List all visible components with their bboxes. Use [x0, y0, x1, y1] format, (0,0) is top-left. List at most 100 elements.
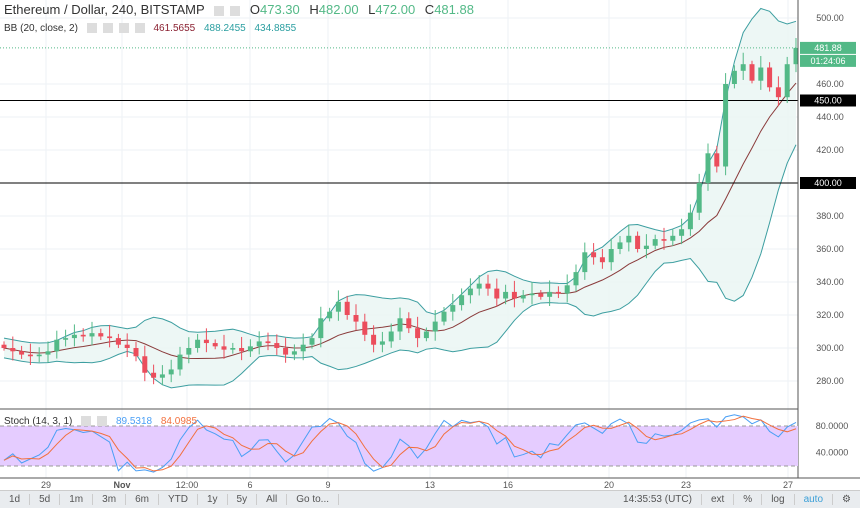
candle-body [300, 344, 306, 352]
candle-body [221, 346, 227, 350]
auto-toggle[interactable]: auto [795, 494, 834, 505]
range-1m[interactable]: 1m [60, 494, 94, 505]
candle-body [749, 64, 755, 81]
log-toggle[interactable]: log [762, 494, 795, 505]
gear-icon[interactable] [102, 23, 113, 34]
candle-body [564, 285, 570, 294]
goto-button[interactable]: Go to... [287, 494, 340, 505]
price-tick-label: 380.00 [816, 211, 844, 221]
stoch-label[interactable]: Stoch (14, 3, 1) [4, 416, 73, 427]
candle-body [679, 229, 685, 236]
candle-body [775, 87, 781, 98]
stoch-legend: Stoch (14, 3, 1) 89.5318 84.0985 [4, 416, 203, 427]
candle-body [529, 293, 535, 296]
candle-body [388, 331, 394, 342]
range-3m[interactable]: 3m [93, 494, 127, 505]
candle-body [239, 348, 245, 352]
price-tick-label: 360.00 [816, 244, 844, 254]
candle-body [80, 334, 86, 337]
close-icon[interactable] [134, 23, 145, 34]
candle-body [195, 339, 201, 348]
bb-label[interactable]: BB (20, close, 2) [4, 23, 78, 34]
candle-body [538, 293, 544, 297]
candle-body [107, 336, 113, 339]
candle-body [151, 372, 157, 378]
price-chart[interactable]: 500.00 460.00 440.00 420.00 380.00 360.00 340.… [0, 0, 860, 490]
candle-body [177, 354, 183, 370]
candle-body [124, 344, 130, 348]
candle-body [274, 343, 280, 348]
time-tick-label: 29 [41, 480, 51, 490]
range-all[interactable]: All [257, 494, 288, 505]
gear-icon[interactable] [97, 416, 108, 427]
candle-body [142, 356, 148, 373]
candle-body [432, 321, 438, 332]
stoch-tick-label: 40.0000 [816, 448, 849, 458]
price-tick-label: 300.00 [816, 343, 844, 353]
range-1y[interactable]: 1y [198, 494, 228, 505]
candle-body [705, 153, 711, 183]
close-label: C [424, 2, 435, 17]
time-tick-label: 9 [325, 480, 330, 490]
candle-body [362, 321, 368, 335]
time-tick-label: Nov [113, 480, 130, 490]
candle-body [599, 257, 605, 263]
candle-body [327, 311, 333, 319]
candle-body [186, 348, 192, 355]
gear-icon[interactable] [230, 5, 241, 16]
time-tick-label: 20 [604, 480, 614, 490]
low-label: L [368, 2, 376, 17]
candle-body [784, 64, 790, 98]
candle-body [547, 291, 553, 297]
price-tick-label: 420.00 [816, 145, 844, 155]
candle-body [652, 239, 658, 246]
bb-lower-value: 434.8855 [254, 23, 297, 34]
range-5d[interactable]: 5d [30, 494, 61, 505]
candle-body [159, 374, 165, 378]
range-6m[interactable]: 6m [126, 494, 159, 505]
last-price-label: 481.88 [814, 43, 842, 53]
candle-body [19, 351, 25, 355]
candle-body [767, 67, 773, 88]
candle-body [133, 348, 139, 357]
candle-body [45, 351, 51, 355]
percent-toggle[interactable]: % [734, 494, 763, 505]
open-value: 473.30 [260, 2, 300, 17]
candle-body [608, 249, 614, 263]
bb-legend: BB (20, close, 2) 461.5655 488.2455 434.… [4, 23, 302, 34]
candle-body [379, 341, 385, 345]
settings-gear-icon[interactable]: ⚙ [842, 494, 851, 505]
candle-body [520, 295, 526, 299]
candle-body [670, 235, 676, 241]
candle-body [485, 283, 491, 289]
candle-body [291, 351, 297, 355]
time-tick-label: 6 [247, 480, 252, 490]
plus-icon[interactable] [118, 23, 129, 34]
candle-body [256, 341, 262, 347]
price-tick-label: 440.00 [816, 112, 844, 122]
eye-icon[interactable] [81, 416, 92, 427]
high-label: H [309, 2, 319, 17]
last-price-box [800, 41, 856, 54]
candle-body [582, 252, 588, 273]
candle-body [36, 354, 42, 357]
candle-body [247, 346, 253, 352]
clock-readout: 14:35:53 (UTC) [614, 494, 702, 505]
ext-toggle[interactable]: ext [702, 494, 735, 505]
hline-label: 400.00 [814, 178, 842, 188]
eye-icon[interactable] [86, 23, 97, 34]
candle-body [168, 369, 174, 375]
candle-body [423, 331, 429, 339]
hline-label-box [800, 177, 856, 189]
range-1d[interactable]: 1d [0, 494, 31, 505]
candle-body [661, 239, 667, 241]
candle-body [335, 301, 341, 312]
range-ytd[interactable]: YTD [159, 494, 198, 505]
time-tick-label: 16 [503, 480, 513, 490]
symbol-title[interactable]: Ethereum / Dollar, 240, BITSTAMP [4, 2, 205, 17]
candle-body [397, 318, 403, 332]
candle-body [696, 183, 702, 213]
stoch-tick-label: 80.0000 [816, 421, 849, 431]
range-5y[interactable]: 5y [228, 494, 258, 505]
eye-icon[interactable] [214, 5, 225, 16]
